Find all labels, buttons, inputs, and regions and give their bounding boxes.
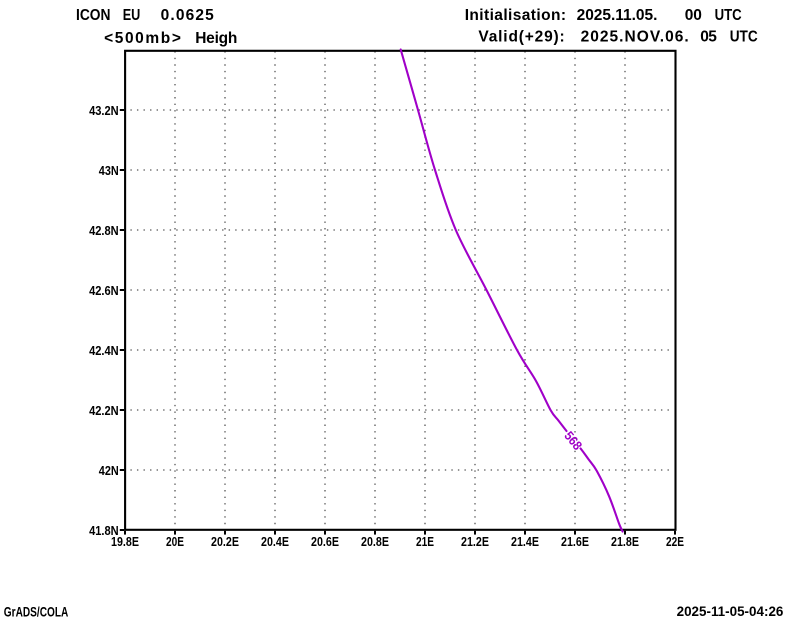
- svg-text:42.2N: 42.2N: [89, 404, 119, 418]
- svg-text:00: 00: [685, 7, 702, 24]
- svg-text:42.8N: 42.8N: [89, 224, 119, 238]
- svg-text:42N: 42N: [99, 464, 119, 478]
- svg-text:05: 05: [700, 29, 717, 46]
- svg-text:UTC: UTC: [715, 7, 742, 24]
- svg-text:42.4N: 42.4N: [89, 344, 119, 358]
- svg-text:0.0625: 0.0625: [161, 7, 215, 24]
- svg-text:20.6E: 20.6E: [311, 535, 339, 549]
- svg-text:43.2N: 43.2N: [89, 104, 119, 118]
- svg-text:EU: EU: [123, 7, 141, 24]
- svg-text:21E: 21E: [416, 535, 434, 549]
- svg-text:ICON: ICON: [76, 7, 111, 24]
- svg-text:2025.11.05.: 2025.11.05.: [577, 7, 658, 24]
- svg-text:21.8E: 21.8E: [611, 535, 639, 549]
- svg-text:42.6N: 42.6N: [89, 284, 119, 298]
- svg-text:Initialisation:: Initialisation:: [465, 7, 566, 24]
- svg-text:20.8E: 20.8E: [361, 535, 389, 549]
- svg-text:20E: 20E: [166, 535, 184, 549]
- svg-text:21.6E: 21.6E: [561, 535, 589, 549]
- svg-text:20.2E: 20.2E: [211, 535, 239, 549]
- svg-text:20.4E: 20.4E: [261, 535, 289, 549]
- svg-text:GrADS/COLA: GrADS/COLA: [4, 605, 69, 618]
- svg-text:2025-11-05-04:26: 2025-11-05-04:26: [677, 604, 784, 618]
- svg-text:21.4E: 21.4E: [511, 535, 539, 549]
- svg-text:21.2E: 21.2E: [461, 535, 489, 549]
- svg-text:UTC: UTC: [730, 29, 758, 46]
- svg-text:<500mb>: <500mb>: [104, 30, 181, 47]
- svg-text:Valid(+29):: Valid(+29):: [478, 29, 564, 46]
- svg-text:Heigh: Heigh: [195, 30, 237, 47]
- svg-text:2025.NOV.06.: 2025.NOV.06.: [581, 29, 689, 46]
- svg-text:41.8N: 41.8N: [89, 524, 119, 538]
- svg-text:43N: 43N: [99, 164, 119, 178]
- svg-text:19.8E: 19.8E: [111, 535, 139, 549]
- svg-text:22E: 22E: [666, 535, 684, 549]
